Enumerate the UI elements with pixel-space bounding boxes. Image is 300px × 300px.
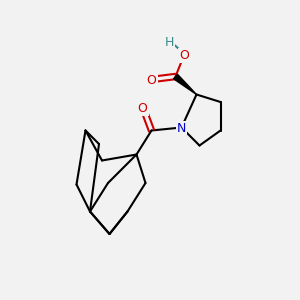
Text: O: O xyxy=(147,74,156,88)
Polygon shape xyxy=(173,74,196,94)
Text: O: O xyxy=(138,101,147,115)
Text: N: N xyxy=(177,122,186,136)
Text: O: O xyxy=(180,49,189,62)
Text: H: H xyxy=(165,35,174,49)
